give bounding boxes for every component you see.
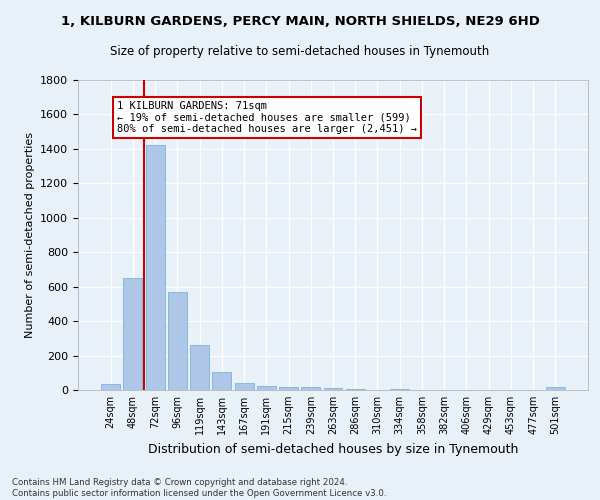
Text: Size of property relative to semi-detached houses in Tynemouth: Size of property relative to semi-detach…: [110, 45, 490, 58]
Y-axis label: Number of semi-detached properties: Number of semi-detached properties: [25, 132, 35, 338]
Bar: [146, 146, 164, 390]
Bar: [323, 388, 343, 390]
Bar: [190, 345, 209, 390]
Bar: [235, 383, 254, 390]
Bar: [546, 386, 565, 390]
Bar: [168, 292, 187, 390]
Text: Contains HM Land Registry data © Crown copyright and database right 2024.
Contai: Contains HM Land Registry data © Crown c…: [12, 478, 386, 498]
Bar: [124, 278, 142, 390]
Text: 1 KILBURN GARDENS: 71sqm
← 19% of semi-detached houses are smaller (599)
80% of : 1 KILBURN GARDENS: 71sqm ← 19% of semi-d…: [118, 100, 418, 134]
Bar: [279, 386, 298, 390]
Text: 1, KILBURN GARDENS, PERCY MAIN, NORTH SHIELDS, NE29 6HD: 1, KILBURN GARDENS, PERCY MAIN, NORTH SH…: [61, 15, 539, 28]
Bar: [257, 386, 276, 390]
X-axis label: Distribution of semi-detached houses by size in Tynemouth: Distribution of semi-detached houses by …: [148, 442, 518, 456]
Bar: [301, 387, 320, 390]
Bar: [346, 388, 365, 390]
Bar: [101, 384, 120, 390]
Bar: [390, 389, 409, 390]
Bar: [212, 372, 231, 390]
